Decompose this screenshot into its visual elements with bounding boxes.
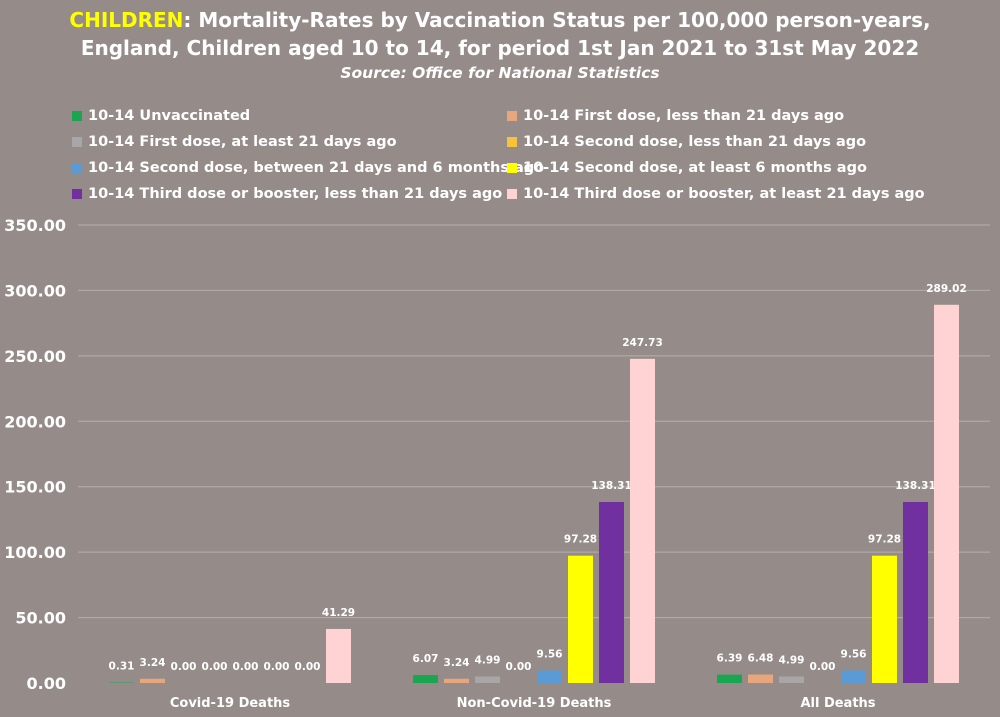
data-label: 0.00 xyxy=(264,661,290,673)
bar xyxy=(717,674,742,683)
legend-label: 10-14 Unvaccinated xyxy=(88,107,251,124)
bar xyxy=(326,628,351,683)
chart-source: Source: Office for National Statistics xyxy=(340,64,660,82)
legend-swatch xyxy=(72,136,82,147)
data-label: 0.00 xyxy=(506,661,532,673)
legend-label: 10-14 Third dose or booster, less than 2… xyxy=(88,185,503,202)
legend-item: 10-14 Second dose, less than 21 days ago xyxy=(507,130,942,153)
bar xyxy=(934,304,959,683)
data-label: 3.24 xyxy=(140,657,166,669)
data-label: 97.28 xyxy=(868,534,901,546)
chart-legend: 10-14 Unvaccinated 10-14 First dose, less… xyxy=(72,104,972,205)
x-category-label: Covid-19 Deaths xyxy=(170,696,291,711)
data-label: 3.24 xyxy=(444,657,470,669)
data-label: 6.39 xyxy=(717,653,743,665)
bar xyxy=(779,676,804,683)
x-category-label: All Deaths xyxy=(800,696,875,711)
bar xyxy=(413,675,438,683)
data-label: 0.31 xyxy=(109,661,135,673)
legend-item: 10-14 Third dose or booster, at least 21… xyxy=(507,182,942,205)
legend-swatch xyxy=(507,162,517,173)
legend-swatch xyxy=(72,110,82,121)
data-label: 0.00 xyxy=(171,661,197,673)
legend-item: 10-14 Third dose or booster, less than 2… xyxy=(72,182,507,205)
y-tick-label: 50.00 xyxy=(15,609,66,628)
y-tick-label: 350.00 xyxy=(4,216,66,235)
y-tick-label: 300.00 xyxy=(4,281,66,300)
data-label: 97.28 xyxy=(564,534,597,546)
legend-label: 10-14 Second dose, between 21 days and 6… xyxy=(88,159,545,176)
legend-swatch xyxy=(507,110,517,121)
data-label: 6.07 xyxy=(413,653,439,665)
legend-swatch xyxy=(507,136,517,147)
legend-label: 10-14 First dose, at least 21 days ago xyxy=(88,133,397,150)
bar xyxy=(903,502,928,683)
legend-label: 10-14 Second dose, at least 6 months ago xyxy=(523,159,867,176)
legend-item: 10-14 Unvaccinated xyxy=(72,104,507,127)
data-label: 4.99 xyxy=(779,654,805,666)
data-label: 6.48 xyxy=(748,653,774,665)
bar xyxy=(841,670,866,683)
bar xyxy=(599,502,624,683)
data-label: 289.02 xyxy=(926,283,967,295)
legend-label: 10-14 First dose, less than 21 days ago xyxy=(523,107,845,124)
data-label: 138.31 xyxy=(591,480,632,492)
bar xyxy=(140,678,165,683)
legend-swatch xyxy=(507,188,517,199)
y-tick-label: 150.00 xyxy=(4,478,66,497)
data-label: 247.73 xyxy=(622,337,663,349)
chart-title-line-1: CHILDREN: Mortality-Rates by Vaccination… xyxy=(0,6,1000,34)
y-tick-label: 200.00 xyxy=(4,412,66,431)
legend-label: 10-14 Third dose or booster, at least 21… xyxy=(523,185,925,202)
legend-swatch xyxy=(72,188,82,199)
data-label: 138.31 xyxy=(895,480,936,492)
bar xyxy=(748,674,773,683)
data-label: 0.00 xyxy=(202,661,228,673)
y-tick-label: 0.00 xyxy=(27,674,66,693)
legend-label: 10-14 Second dose, less than 21 days ago xyxy=(523,133,867,150)
chart-title-block: CHILDREN: Mortality-Rates by Vaccination… xyxy=(0,6,1000,84)
x-category-label: Non-Covid-19 Deaths xyxy=(457,696,612,711)
bar xyxy=(872,555,897,683)
bar xyxy=(568,555,593,683)
bar xyxy=(537,670,562,683)
y-tick-label: 100.00 xyxy=(4,543,66,562)
data-label: 41.29 xyxy=(322,607,355,619)
data-label: 0.00 xyxy=(295,661,321,673)
bar xyxy=(630,358,655,683)
chart-title-rest: : Mortality-Rates by Vaccination Status … xyxy=(183,8,931,32)
legend-item: 10-14 Second dose, at least 6 months ago xyxy=(507,156,942,179)
data-label: 4.99 xyxy=(475,654,501,666)
bar xyxy=(444,678,469,683)
data-label: 9.56 xyxy=(841,648,867,660)
chart-title-highlight: CHILDREN xyxy=(69,8,184,32)
data-label: 9.56 xyxy=(537,648,563,660)
legend-item: 10-14 First dose, less than 21 days ago xyxy=(507,104,942,127)
chart-title-line-2: England, Children aged 10 to 14, for per… xyxy=(80,36,920,60)
legend-item: 10-14 First dose, at least 21 days ago xyxy=(72,130,507,153)
legend-swatch xyxy=(72,162,82,173)
data-label: 0.00 xyxy=(233,661,259,673)
legend-item: 10-14 Second dose, between 21 days and 6… xyxy=(72,156,544,179)
y-tick-label: 250.00 xyxy=(4,347,66,366)
bar xyxy=(475,676,500,683)
data-label: 0.00 xyxy=(810,661,836,673)
